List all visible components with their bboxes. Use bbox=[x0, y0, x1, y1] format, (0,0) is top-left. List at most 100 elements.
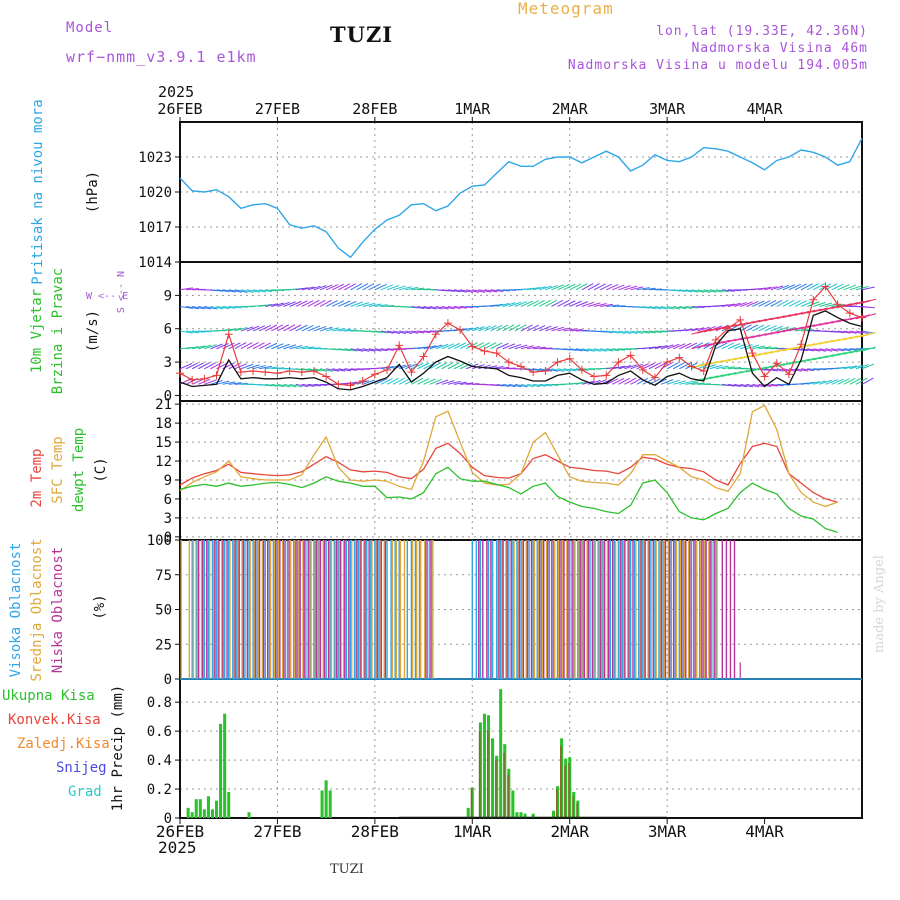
wind-gust-marker bbox=[626, 351, 635, 360]
wind-barb bbox=[801, 348, 815, 352]
wind-barb bbox=[636, 305, 650, 309]
wind-barb bbox=[746, 383, 760, 388]
wind-gust-marker bbox=[760, 372, 769, 381]
wind-barb bbox=[313, 285, 327, 291]
wind-barb bbox=[666, 379, 680, 385]
wind-barb bbox=[204, 379, 217, 385]
wind-barb bbox=[563, 300, 576, 307]
wind-barb bbox=[210, 343, 223, 350]
wind-barb bbox=[356, 283, 369, 291]
wind-barb bbox=[246, 289, 260, 293]
wind-barb bbox=[855, 364, 869, 370]
wind-barb bbox=[727, 383, 741, 388]
wind-barb bbox=[271, 302, 284, 307]
y-tick-label: 21 bbox=[155, 397, 172, 413]
wind-barb bbox=[301, 300, 314, 307]
wind-barb bbox=[295, 345, 309, 350]
wind-barb bbox=[527, 346, 540, 350]
wind-barb bbox=[733, 322, 749, 327]
wind-barb bbox=[752, 324, 765, 332]
wind-barb bbox=[715, 373, 730, 379]
temp-unit: (C) bbox=[93, 457, 109, 482]
time-label-top: 28FEB bbox=[352, 100, 397, 118]
wind-barb bbox=[575, 283, 588, 291]
wind-barb bbox=[411, 362, 424, 370]
wind-barb bbox=[849, 348, 864, 354]
wind-unit: (m/s) bbox=[85, 310, 101, 352]
wind-barb bbox=[179, 287, 193, 291]
wind-barb bbox=[788, 300, 801, 307]
wind-barb bbox=[417, 378, 430, 385]
precip-total-bar bbox=[328, 790, 332, 818]
wind-barb bbox=[764, 325, 777, 332]
wind-barb bbox=[472, 342, 484, 350]
wind-barb bbox=[289, 345, 303, 350]
wind-barb bbox=[307, 383, 321, 387]
wind-barb bbox=[179, 305, 193, 309]
wind-barb bbox=[411, 287, 425, 291]
wind-gust-marker bbox=[383, 365, 392, 374]
precip-convective-bar bbox=[564, 765, 566, 818]
wind-gust-marker bbox=[675, 353, 684, 362]
precip-legend-item: Grad bbox=[68, 784, 102, 800]
wind-barb bbox=[776, 347, 791, 353]
wind-barb bbox=[551, 326, 565, 332]
wind-barb bbox=[490, 303, 504, 307]
wind-barb bbox=[441, 305, 455, 310]
precip-total-bar bbox=[190, 812, 194, 818]
wind-barb bbox=[368, 348, 382, 352]
wind-barb bbox=[721, 357, 737, 363]
wind-barb bbox=[746, 300, 759, 307]
wind-barb bbox=[240, 342, 253, 350]
wind-barb bbox=[837, 284, 850, 291]
wind-gust-marker bbox=[541, 366, 550, 375]
wind-barb bbox=[319, 299, 332, 307]
wind-barb bbox=[849, 330, 863, 334]
wind-barb bbox=[526, 300, 539, 307]
time-label-top: 3MAR bbox=[649, 100, 686, 118]
precip-legend-item: Snijeg bbox=[56, 760, 107, 776]
wind-barb bbox=[265, 366, 279, 370]
wind-barb bbox=[246, 364, 260, 370]
wind-barb bbox=[325, 299, 338, 307]
wind-barb bbox=[727, 370, 743, 376]
wind-barb bbox=[837, 336, 852, 342]
wind-barb bbox=[490, 289, 504, 292]
wind-barb bbox=[624, 377, 637, 385]
wind-barb bbox=[642, 346, 656, 350]
precip-total-bar bbox=[515, 812, 519, 818]
wind-barb bbox=[551, 299, 564, 307]
wind-barb bbox=[703, 375, 718, 381]
y-tick-label: 1020 bbox=[138, 185, 172, 201]
cloud-ylabel-1: Visoka Oblacnost bbox=[8, 543, 24, 678]
wind-barb bbox=[575, 301, 589, 307]
y-tick-label: 3 bbox=[164, 355, 172, 371]
wind-barb bbox=[380, 284, 394, 291]
y-tick-label: 3 bbox=[164, 511, 172, 527]
wind-barb bbox=[807, 342, 822, 347]
wind-barb bbox=[819, 348, 833, 352]
wind-barb bbox=[758, 324, 771, 332]
wind-barb bbox=[636, 330, 650, 334]
wind-barb bbox=[807, 356, 822, 362]
wind-barb bbox=[198, 305, 212, 310]
wind-barb bbox=[581, 283, 594, 291]
wind-barb bbox=[618, 285, 631, 291]
wind-barb bbox=[843, 284, 857, 291]
time-label-top: 1MAR bbox=[454, 100, 491, 118]
wind-barb bbox=[612, 378, 625, 385]
wind-barb bbox=[429, 362, 442, 370]
precip-total-bar bbox=[215, 800, 219, 818]
year-bottom-label: 2025 bbox=[158, 838, 197, 857]
precip-total-bar bbox=[495, 755, 499, 818]
y-tick-label: 1023 bbox=[138, 150, 172, 166]
wind-barb bbox=[392, 377, 405, 385]
wind-barb bbox=[672, 362, 685, 370]
wind-barb bbox=[825, 319, 840, 325]
wind-barb bbox=[721, 303, 735, 307]
wind-barb bbox=[746, 367, 761, 373]
wind-barb bbox=[776, 368, 790, 372]
wind-barb bbox=[362, 348, 376, 352]
wind-barb bbox=[423, 330, 437, 333]
wind-barb bbox=[660, 379, 674, 385]
